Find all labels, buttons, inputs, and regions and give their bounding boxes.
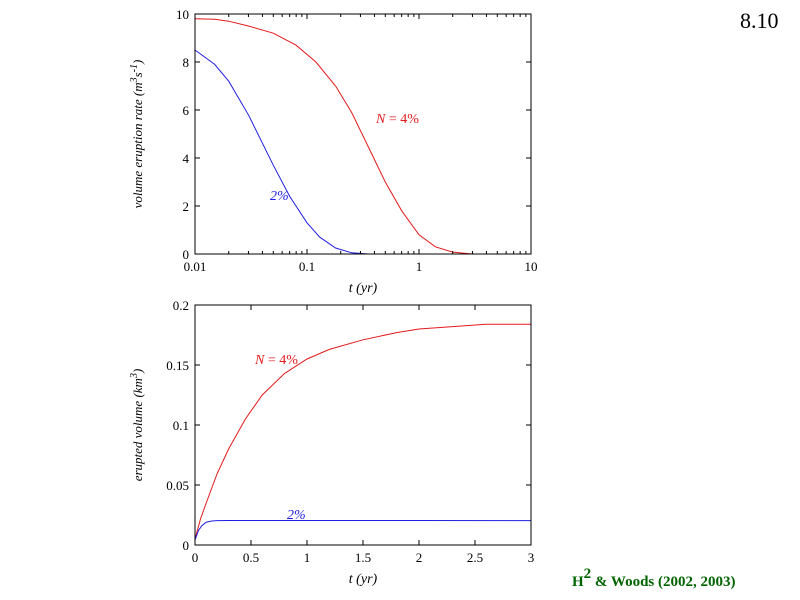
- y-axis-label: volume eruption rate (m3s-1): [129, 60, 146, 209]
- x-tick-label: 0.1: [299, 259, 315, 274]
- figure-number: 8.10: [740, 8, 779, 33]
- series-label-n4pct: N = 4%: [254, 353, 298, 368]
- x-tick-label: 2.5: [467, 550, 483, 565]
- x-tick-label: 1.5: [355, 550, 371, 565]
- credit-superscript: 2: [583, 566, 592, 582]
- y-tick-label: 0.05: [166, 478, 189, 493]
- credit-prefix: H: [572, 574, 584, 590]
- y-tick-label: 10: [176, 7, 189, 22]
- series-line-n2pct: [194, 520, 532, 541]
- plot-frame: [194, 304, 532, 546]
- y-tick-label: 0.2: [173, 298, 189, 313]
- x-tick-label: 1: [304, 550, 311, 565]
- x-tick-label: 0: [192, 550, 199, 565]
- series-line-n4pct: [194, 18, 531, 255]
- series-line-n4pct: [194, 323, 531, 540]
- series-label-n4pct: N = 4%: [375, 112, 419, 127]
- x-axis-label: t (yr): [349, 281, 378, 296]
- y-tick-label: 4: [183, 151, 190, 166]
- credit-suffix: & Woods (2002, 2003): [591, 574, 736, 590]
- series-label-n2pct: 2%: [270, 189, 289, 204]
- x-tick-label: 3: [528, 550, 535, 565]
- y-tick-label: 6: [183, 103, 190, 118]
- series-label-n2pct: 2%: [287, 508, 306, 523]
- y-tick-label: 0.1: [173, 418, 189, 433]
- x-tick-label: 10: [525, 259, 538, 274]
- x-tick-label: 0.5: [243, 550, 259, 565]
- series-line-n2pct: [194, 49, 531, 255]
- rate-chart: 0.01 0.1 1 10 0 2 4 6 8 10 t (yr) volume eruption r…: [129, 7, 538, 296]
- y-tick-label: 8: [183, 55, 190, 70]
- volume-chart: 0 0.5 1 1.5 2 2.5 3 0 0.05 0.1 0.15 0.2 t (yr) erupte…: [129, 298, 535, 587]
- plot-frame: [194, 13, 532, 255]
- y-axis-label: erupted volume (km3): [129, 369, 146, 482]
- y-tick-label: 0: [183, 538, 190, 553]
- credit-text: H2 & Woods (2002, 2003): [572, 566, 736, 591]
- x-axis-label: t (yr): [349, 572, 378, 587]
- y-tick-label: 0.15: [166, 358, 189, 373]
- x-tick-label: 0.01: [184, 259, 207, 274]
- y-tick-label: 0: [183, 247, 190, 262]
- y-tick-label: 2: [183, 199, 190, 214]
- x-tick-label: 1: [416, 259, 423, 274]
- x-tick-label: 2: [416, 550, 423, 565]
